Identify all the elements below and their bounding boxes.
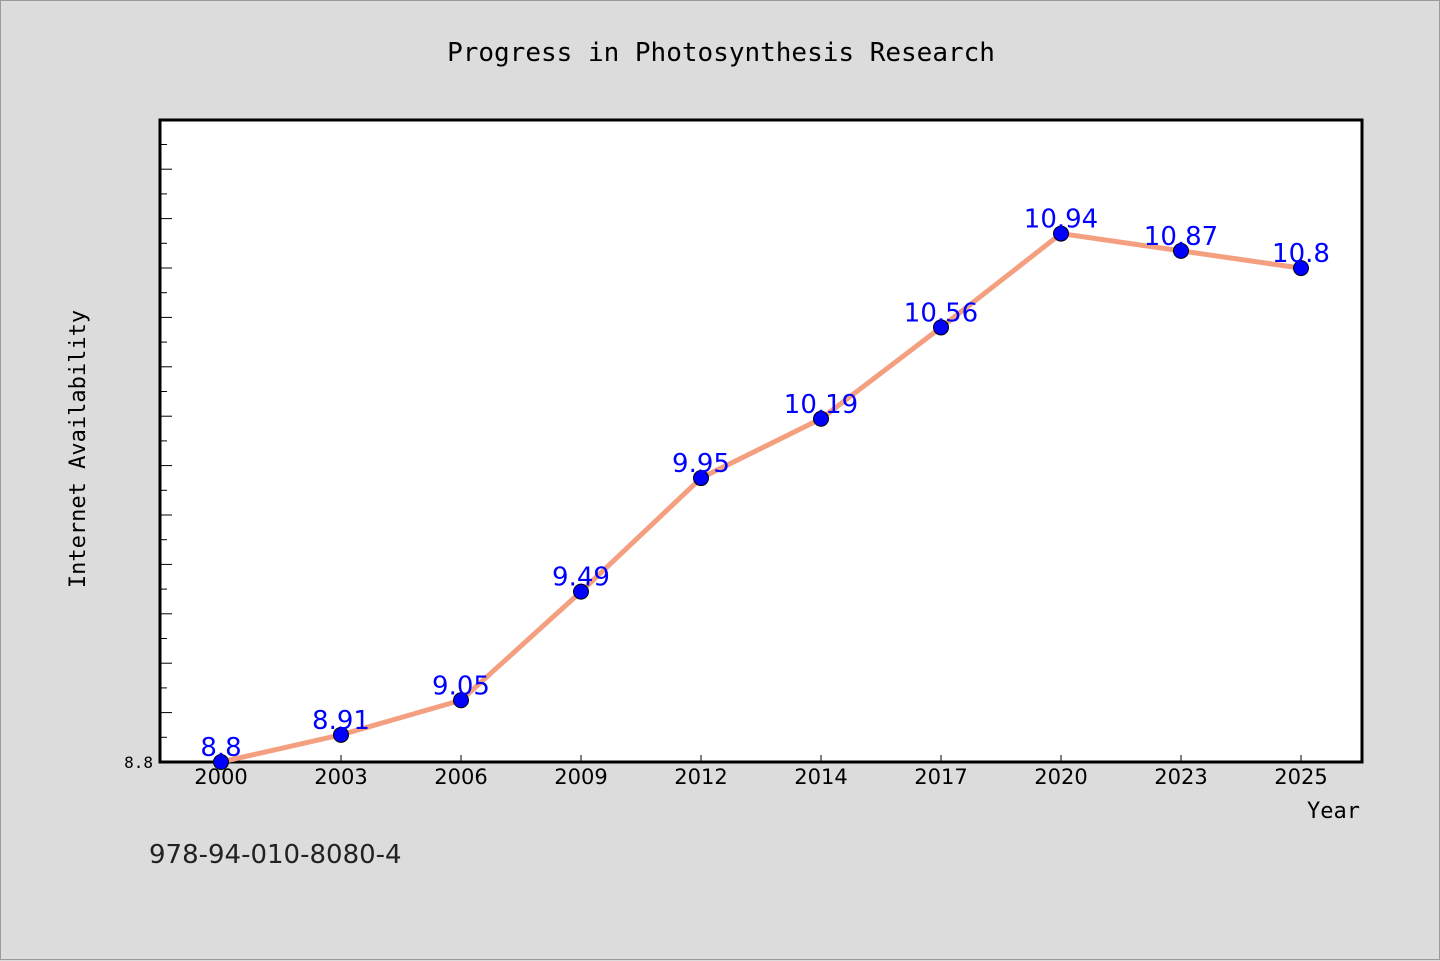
x-axis-tick-labels: 2000 2003 2006 2009 2012 2014 2017 2020 2023 2025	[194, 765, 1327, 789]
data-label: 8.91	[312, 706, 370, 736]
data-point	[693, 470, 709, 487]
data-label: 9.05	[432, 671, 490, 701]
x-tick-label: 2006	[434, 765, 487, 789]
data-point	[933, 319, 949, 336]
x-tick-label: 2009	[554, 765, 607, 789]
x-tick-label: 2020	[1034, 765, 1087, 789]
y-axis-tick-labels: 8.8	[124, 753, 153, 772]
data-point	[333, 726, 349, 743]
data-label: 9.95	[672, 449, 730, 479]
data-point	[213, 754, 229, 770]
data-point	[453, 692, 469, 709]
x-tick-label: 2014	[794, 765, 847, 789]
x-tick-label: 2023	[1154, 765, 1207, 789]
data-labels: 8.8 8.91 9.05 9.49 9.95 10.19 10.56 10.94 10.87 1…	[200, 205, 1330, 763]
series-line	[218, 231, 1304, 765]
plot-area	[158, 118, 1364, 764]
y-axis-ticks	[160, 144, 172, 738]
data-point	[813, 410, 829, 427]
data-label: 10.87	[1144, 222, 1218, 252]
x-tick-label: 2017	[914, 765, 967, 789]
data-point	[1293, 260, 1309, 277]
data-label: 10.56	[904, 298, 978, 328]
data-label: 10.94	[1024, 205, 1098, 235]
data-point	[1053, 225, 1069, 242]
data-label: 9.49	[552, 563, 610, 593]
x-axis-ticks	[220, 755, 1302, 762]
data-label: 10.8	[1272, 239, 1330, 269]
chart-title: Progress in Photosynthesis Research	[447, 38, 995, 68]
data-label: 8.8	[200, 733, 241, 763]
isbn-text: 978-94-010-8080-4	[149, 840, 402, 870]
data-point	[1173, 242, 1189, 259]
x-tick-label: 2003	[314, 765, 367, 789]
data-point	[573, 583, 589, 600]
y-axis-label: Internet Availability	[66, 310, 91, 588]
x-tick-label: 2012	[674, 765, 727, 789]
series-markers	[213, 225, 1309, 770]
data-label: 10.19	[784, 390, 858, 420]
x-axis-label: Year	[1307, 799, 1360, 824]
x-tick-label: 2025	[1274, 765, 1327, 789]
y-tick-label: 8.8	[124, 753, 153, 772]
